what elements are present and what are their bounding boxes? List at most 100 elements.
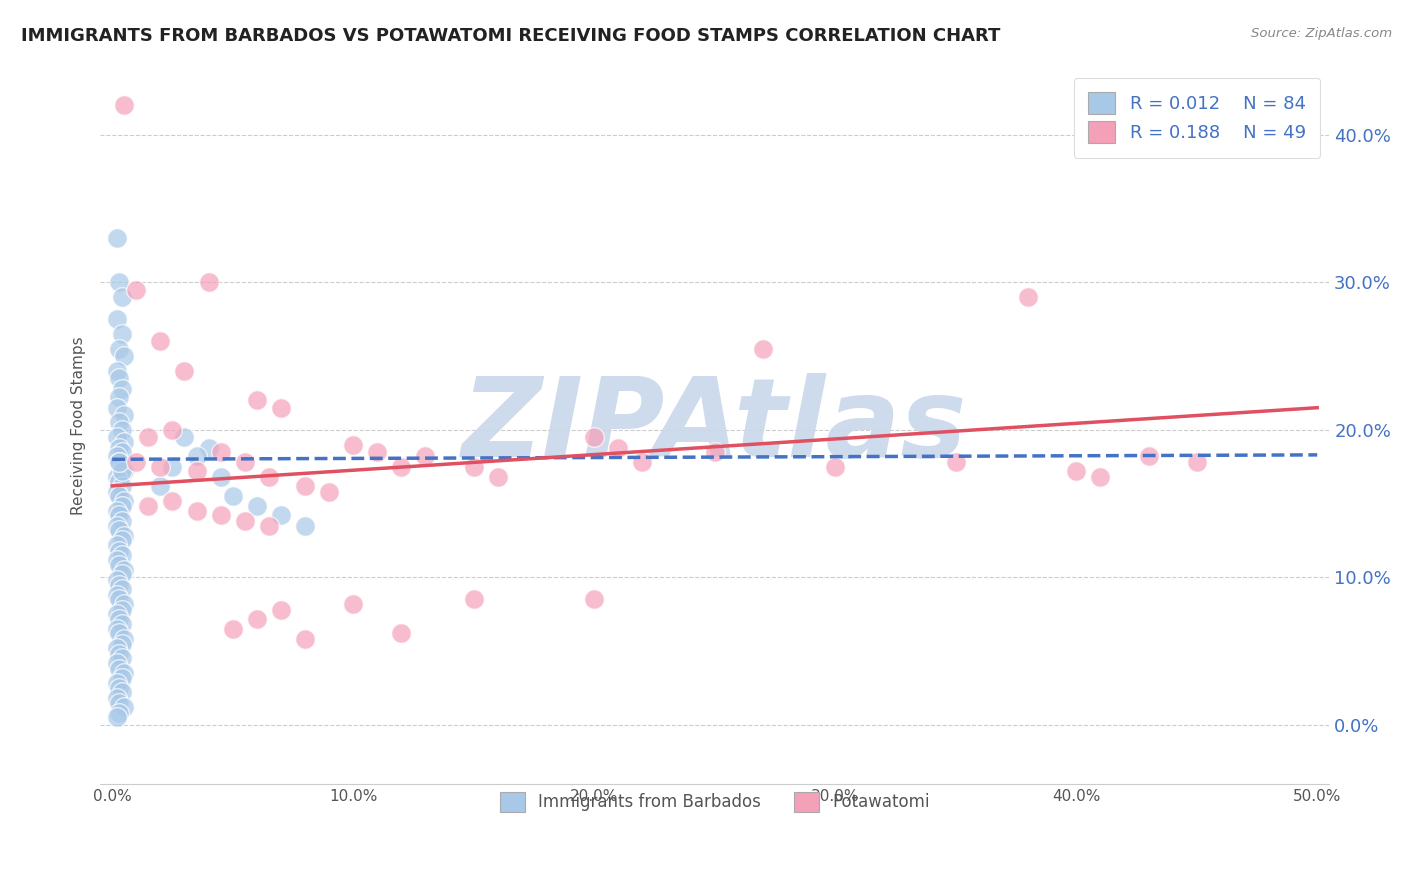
Point — [108, 706, 131, 720]
Point — [221, 489, 243, 503]
Point — [108, 390, 131, 404]
Point — [366, 445, 388, 459]
Text: IMMIGRANTS FROM BARBADOS VS POTAWATOMI RECEIVING FOOD STAMPS CORRELATION CHART: IMMIGRANTS FROM BARBADOS VS POTAWATOMI R… — [21, 27, 1001, 45]
Point — [105, 470, 128, 484]
Point — [108, 455, 131, 469]
Point — [1017, 290, 1039, 304]
Point — [1090, 470, 1112, 484]
Point — [342, 597, 364, 611]
Point — [1137, 450, 1160, 464]
Point — [112, 700, 135, 714]
Point — [105, 312, 128, 326]
Point — [105, 484, 128, 499]
Point — [112, 632, 135, 647]
Point — [108, 342, 131, 356]
Point — [486, 470, 509, 484]
Point — [125, 455, 148, 469]
Point — [389, 459, 412, 474]
Point — [111, 567, 134, 582]
Point — [105, 588, 128, 602]
Point — [631, 455, 654, 469]
Point — [111, 445, 134, 459]
Point — [824, 459, 846, 474]
Point — [105, 364, 128, 378]
Point — [173, 430, 195, 444]
Point — [209, 445, 232, 459]
Point — [111, 582, 134, 596]
Point — [112, 597, 135, 611]
Point — [111, 548, 134, 562]
Point — [186, 464, 208, 478]
Point — [583, 592, 606, 607]
Point — [186, 450, 208, 464]
Point — [162, 459, 184, 474]
Point — [197, 441, 219, 455]
Point — [112, 666, 135, 681]
Point — [233, 455, 256, 469]
Point — [108, 523, 131, 537]
Point — [294, 632, 316, 647]
Point — [136, 500, 159, 514]
Point — [257, 470, 280, 484]
Point — [112, 464, 135, 478]
Point — [463, 592, 485, 607]
Point — [294, 479, 316, 493]
Point — [105, 573, 128, 587]
Point — [111, 500, 134, 514]
Point — [108, 455, 131, 469]
Point — [318, 484, 340, 499]
Point — [111, 459, 134, 474]
Point — [108, 558, 131, 573]
Point — [945, 455, 967, 469]
Point — [108, 441, 131, 455]
Point — [136, 430, 159, 444]
Point — [415, 450, 437, 464]
Point — [294, 518, 316, 533]
Point — [389, 626, 412, 640]
Point — [125, 283, 148, 297]
Point — [105, 401, 128, 415]
Point — [162, 423, 184, 437]
Point — [246, 393, 269, 408]
Point — [111, 671, 134, 685]
Point — [111, 637, 134, 651]
Point — [703, 445, 725, 459]
Point — [105, 430, 128, 444]
Point — [108, 276, 131, 290]
Point — [111, 326, 134, 341]
Point — [111, 479, 134, 493]
Point — [209, 508, 232, 523]
Point — [246, 611, 269, 625]
Point — [112, 98, 135, 112]
Point — [105, 691, 128, 706]
Point — [111, 514, 134, 528]
Point — [108, 543, 131, 558]
Point — [209, 470, 232, 484]
Point — [149, 334, 172, 349]
Point — [111, 464, 134, 478]
Point — [108, 489, 131, 503]
Point — [112, 349, 135, 363]
Text: Source: ZipAtlas.com: Source: ZipAtlas.com — [1251, 27, 1392, 40]
Legend: Immigrants from Barbados, Potawatomi: Immigrants from Barbados, Potawatomi — [486, 779, 943, 825]
Point — [108, 475, 131, 489]
Point — [257, 518, 280, 533]
Point — [111, 603, 134, 617]
Point — [111, 651, 134, 665]
Point — [108, 626, 131, 640]
Point — [108, 592, 131, 607]
Point — [105, 538, 128, 552]
Point — [162, 493, 184, 508]
Point — [108, 416, 131, 430]
Point — [112, 434, 135, 449]
Point — [108, 508, 131, 523]
Point — [111, 423, 134, 437]
Point — [112, 563, 135, 577]
Point — [197, 276, 219, 290]
Point — [108, 611, 131, 625]
Point — [111, 617, 134, 632]
Point — [105, 710, 128, 724]
Point — [270, 401, 292, 415]
Point — [108, 371, 131, 385]
Point — [149, 479, 172, 493]
